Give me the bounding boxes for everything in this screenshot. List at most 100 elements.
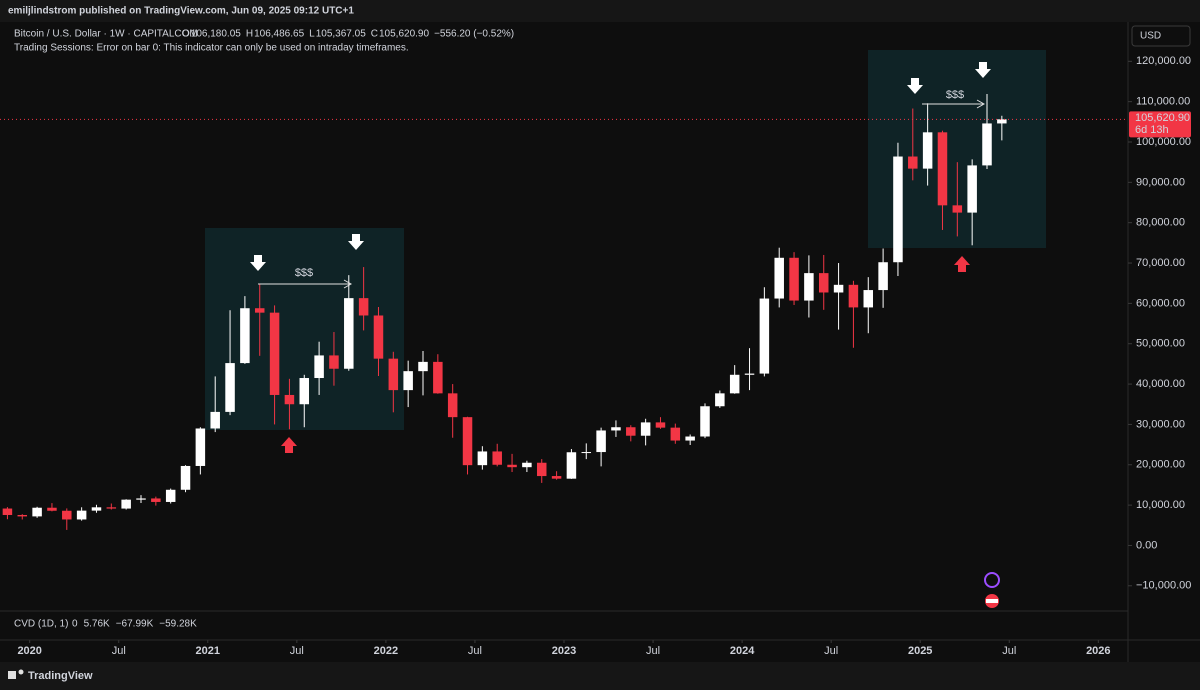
candle-body <box>447 393 458 418</box>
x-tick-label: 2020 <box>17 645 41 657</box>
candle-body <box>492 451 502 465</box>
candle-body <box>32 507 42 517</box>
up-arrow <box>281 437 297 453</box>
y-tick-label: 90,000.00 <box>1136 176 1185 188</box>
candle-body <box>91 507 102 511</box>
candle-body <box>62 510 72 520</box>
candle-body <box>596 430 606 453</box>
indicator-value: −59.28K <box>159 619 197 630</box>
candle-body <box>76 510 87 520</box>
candle-body <box>2 508 13 515</box>
candle-body <box>462 417 473 466</box>
candle-body <box>937 132 948 206</box>
y-tick-label: 110,000.00 <box>1136 96 1190 108</box>
x-axis: 2020 Jul 2021 Jul 2022 Jul 2023 Jul 2024 Jul 2025 J… <box>17 640 1111 657</box>
candle-body <box>225 363 235 412</box>
y-tick-label: 40,000.00 <box>1136 378 1185 390</box>
candle-body <box>729 374 740 394</box>
x-tick-label: 2025 <box>908 645 932 657</box>
x-tick-label: 2021 <box>196 645 220 657</box>
x-tick-label: Jul <box>824 645 838 657</box>
candle-body <box>878 262 888 291</box>
ohlc-key: O <box>182 29 190 40</box>
event-icon[interactable] <box>984 572 1000 588</box>
countdown: 6d 13h <box>1135 124 1169 136</box>
candle-body <box>655 422 666 428</box>
candle-body <box>759 298 770 374</box>
target-arrowhead <box>343 279 353 289</box>
indicator-value: 0 <box>72 619 78 630</box>
candles <box>2 93 1007 530</box>
publisher-bar <box>0 0 1200 22</box>
candle-body <box>804 273 814 301</box>
candle-body <box>165 489 176 502</box>
last-price-label: 105,620.90 <box>1135 112 1190 124</box>
y-tick-label: 10,000.00 <box>1136 499 1185 511</box>
x-tick-label: 2024 <box>730 645 755 657</box>
candle-body <box>136 498 146 500</box>
candle-body <box>789 257 799 301</box>
down-arrow <box>348 234 364 250</box>
candle-body <box>269 312 280 395</box>
candle-body <box>195 428 206 466</box>
x-tick-label: Jul <box>1002 645 1016 657</box>
change: −556.20 (−0.52%) <box>434 29 514 40</box>
candle-body <box>240 308 250 364</box>
y-tick-label: 60,000.00 <box>1136 297 1185 309</box>
ohlc-key: L <box>309 29 315 40</box>
candle-body <box>403 371 413 391</box>
brand: TradingView <box>28 670 93 682</box>
y-tick-label: 30,000.00 <box>1136 418 1185 430</box>
down-arrow <box>907 78 923 94</box>
candle-body <box>536 462 547 477</box>
x-tick-label: 2026 <box>1086 645 1110 657</box>
down-arrow <box>975 62 991 78</box>
currency[interactable]: USD <box>1140 31 1161 42</box>
candle-body <box>967 165 977 213</box>
candle-body <box>685 436 695 441</box>
candle-body <box>818 273 829 293</box>
candle-body <box>522 462 532 468</box>
brand-bar <box>0 662 1200 690</box>
y-tick-label: 0.00 <box>1136 539 1157 551</box>
candle-body <box>670 427 681 441</box>
candle-body <box>700 406 710 437</box>
candle-body <box>982 123 992 166</box>
indicator-values: 0 5.76K −67.99K −59.28K <box>72 619 197 630</box>
y-tick-label: 50,000.00 <box>1136 338 1185 350</box>
ohlc-value: 105,367.05 <box>316 29 366 40</box>
candle-body <box>180 465 191 490</box>
candle-body <box>106 507 117 509</box>
x-tick-label: Jul <box>290 645 304 657</box>
x-tick-label: 2022 <box>374 645 398 657</box>
candle-body <box>433 361 443 394</box>
candle-body <box>17 514 28 517</box>
candle-body <box>581 452 592 454</box>
candle-body <box>358 298 369 316</box>
candle-body <box>388 358 399 391</box>
ohlc-key: C <box>371 29 378 40</box>
x-tick-label: Jul <box>468 645 482 657</box>
y-tick-label: 120,000.00 <box>1136 55 1191 67</box>
y-tick-label: 80,000.00 <box>1136 217 1185 229</box>
ohlc-value: 105,620.90 <box>379 29 429 40</box>
indicator-name: CVD (1D, 1) <box>14 619 68 630</box>
y-tick-label: 100,000.00 <box>1136 136 1191 148</box>
candle-body <box>254 308 265 313</box>
candle-body <box>744 373 755 375</box>
currency-button[interactable] <box>1131 25 1191 47</box>
candle-body <box>210 411 220 429</box>
candle-body <box>477 451 488 466</box>
arrows <box>250 62 991 453</box>
candle-body <box>284 394 295 405</box>
candle-body <box>373 315 384 359</box>
last-price-box <box>1129 111 1191 138</box>
down-arrow <box>250 255 266 271</box>
y-tick-label: 70,000.00 <box>1136 257 1185 269</box>
ohlc-header: O 106,180.05 H 106,486.65 L 105,367.05 C 105,62… <box>182 29 514 40</box>
ohlc-value: 106,486.65 <box>254 29 304 40</box>
x-tick-label: Jul <box>646 645 660 657</box>
y-tick-label: −10,000.00 <box>1136 580 1191 592</box>
